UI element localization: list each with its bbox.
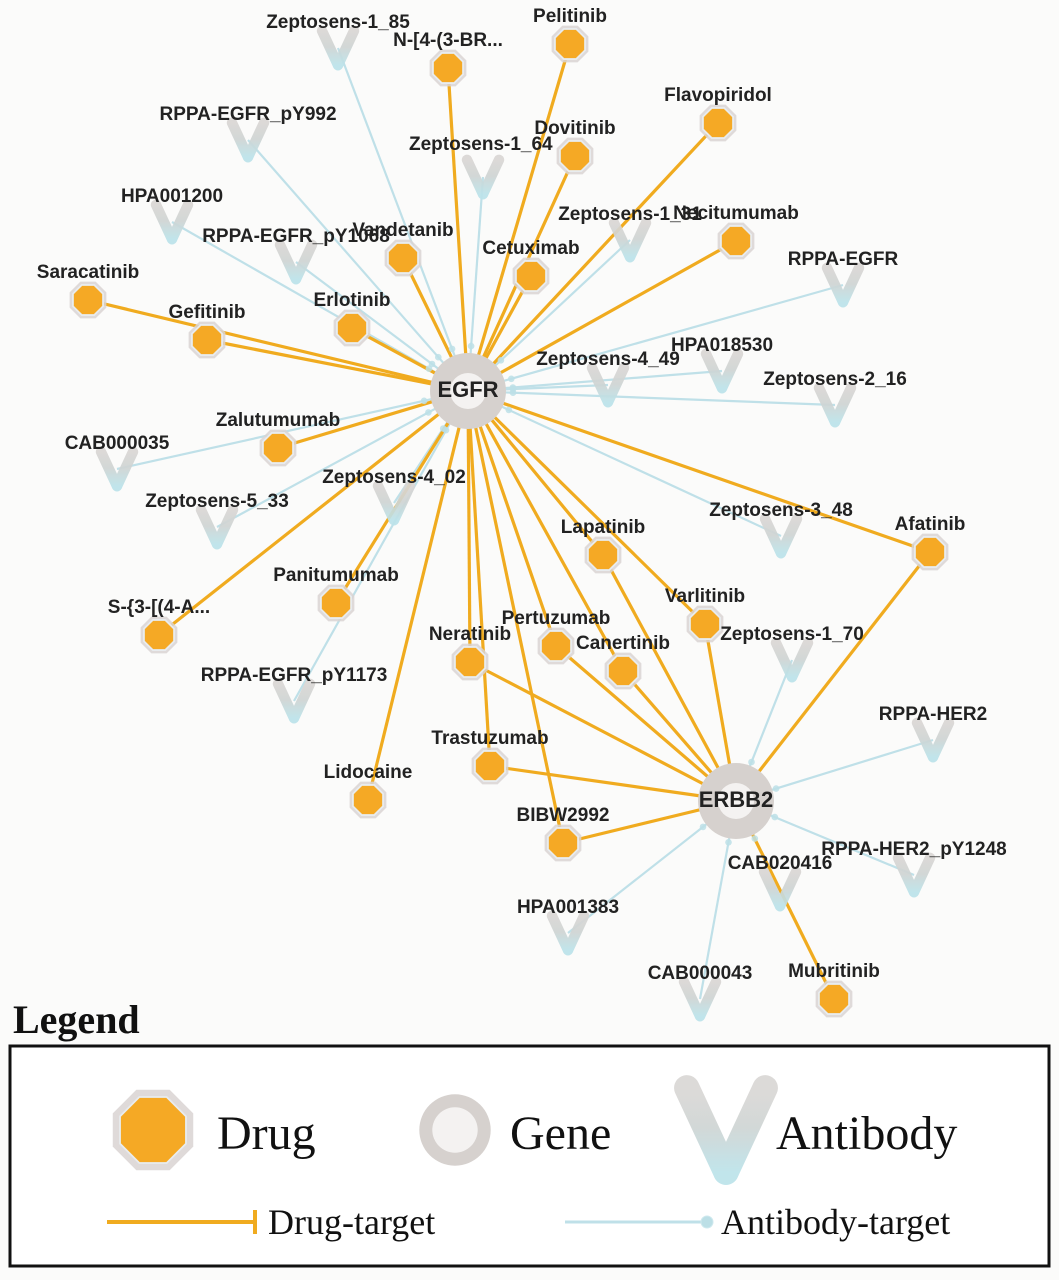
svg-text:Panitumumab: Panitumumab xyxy=(273,565,399,586)
svg-text:Zeptosens-5_33: Zeptosens-5_33 xyxy=(145,491,289,512)
svg-text:Neratinib: Neratinib xyxy=(429,624,511,645)
svg-text:ERBB2: ERBB2 xyxy=(699,787,774,812)
svg-text:RPPA-EGFR_pY1173: RPPA-EGFR_pY1173 xyxy=(201,665,388,686)
svg-text:Saracatinib: Saracatinib xyxy=(37,262,139,283)
svg-text:Flavopiridol: Flavopiridol xyxy=(664,85,772,106)
svg-text:Gene: Gene xyxy=(510,1107,611,1160)
svg-text:Zeptosens-1_64: Zeptosens-1_64 xyxy=(409,134,553,155)
svg-text:Cetuximab: Cetuximab xyxy=(482,238,579,259)
svg-text:Zeptosens-1_70: Zeptosens-1_70 xyxy=(720,624,864,645)
svg-text:Varlitinib: Varlitinib xyxy=(665,586,745,607)
svg-text:S-{3-[(4-A...: S-{3-[(4-A... xyxy=(108,597,210,618)
svg-text:Antibody: Antibody xyxy=(776,1107,957,1160)
svg-text:Zeptosens-3_48: Zeptosens-3_48 xyxy=(709,500,853,521)
svg-text:HPA018530: HPA018530 xyxy=(671,335,773,356)
svg-text:Zalutumumab: Zalutumumab xyxy=(216,410,341,431)
svg-text:Zeptosens-4_02: Zeptosens-4_02 xyxy=(322,467,466,488)
svg-text:RPPA-HER2_pY1248: RPPA-HER2_pY1248 xyxy=(821,839,1007,860)
svg-text:Antibody-target: Antibody-target xyxy=(721,1202,950,1242)
svg-text:Afatinib: Afatinib xyxy=(895,514,966,535)
svg-text:Pelitinib: Pelitinib xyxy=(533,6,607,27)
svg-text:RPPA-HER2: RPPA-HER2 xyxy=(879,704,987,725)
svg-text:Mubritinib: Mubritinib xyxy=(788,961,880,982)
svg-text:Lapatinib: Lapatinib xyxy=(561,517,645,538)
svg-text:Lidocaine: Lidocaine xyxy=(324,762,413,783)
svg-text:BIBW2992: BIBW2992 xyxy=(517,805,610,826)
svg-text:HPA001383: HPA001383 xyxy=(517,897,619,918)
svg-text:Canertinib: Canertinib xyxy=(576,633,670,654)
svg-text:Gefitinib: Gefitinib xyxy=(168,302,245,323)
svg-text:Trastuzumab: Trastuzumab xyxy=(431,728,548,749)
svg-text:CAB000043: CAB000043 xyxy=(648,963,753,984)
svg-text:Drug: Drug xyxy=(217,1107,316,1160)
svg-text:Pertuzumab: Pertuzumab xyxy=(502,608,611,629)
svg-text:Zeptosens-1_85: Zeptosens-1_85 xyxy=(266,12,410,33)
svg-text:CAB020416: CAB020416 xyxy=(728,853,833,874)
svg-text:HPA001200: HPA001200 xyxy=(121,186,223,207)
svg-text:Erlotinib: Erlotinib xyxy=(313,290,390,311)
svg-text:Legend: Legend xyxy=(13,997,140,1042)
svg-text:CAB000035: CAB000035 xyxy=(65,433,170,454)
svg-text:N-[4-(3-BR...: N-[4-(3-BR... xyxy=(393,30,503,51)
svg-text:EGFR: EGFR xyxy=(437,377,498,402)
svg-text:Zeptosens-2_16: Zeptosens-2_16 xyxy=(763,369,907,390)
svg-text:RPPA-EGFR_pY1068: RPPA-EGFR_pY1068 xyxy=(202,226,390,247)
svg-text:Zeptosens-4_49: Zeptosens-4_49 xyxy=(536,349,680,370)
svg-text:Zeptosens-1_31: Zeptosens-1_31 xyxy=(558,204,702,225)
svg-text:Drug-target: Drug-target xyxy=(268,1202,435,1242)
svg-text:RPPA-EGFR: RPPA-EGFR xyxy=(788,249,899,270)
svg-text:RPPA-EGFR_pY992: RPPA-EGFR_pY992 xyxy=(159,104,336,125)
